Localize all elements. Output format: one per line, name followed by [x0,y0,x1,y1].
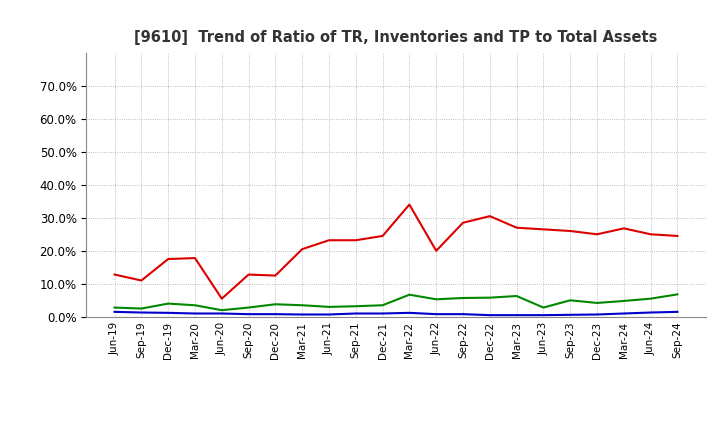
Trade Receivables [459,220,467,225]
Trade Receivables [271,273,279,278]
Inventories [619,311,628,316]
Trade Payables [405,292,414,297]
Inventories [164,310,173,315]
Inventories [191,311,199,316]
Trade Payables [298,303,307,308]
Trade Receivables [164,257,173,262]
Inventories [432,312,441,317]
Inventories [593,312,601,317]
Trade Payables [110,305,119,310]
Inventories [351,311,360,316]
Inventories [566,312,575,317]
Inventories [325,312,333,317]
Inventories [513,312,521,318]
Trade Receivables [485,213,494,219]
Trade Receivables [325,238,333,243]
Inventories [298,312,307,317]
Inventories [110,309,119,315]
Inventories [244,312,253,317]
Trade Payables [378,303,387,308]
Trade Receivables [405,202,414,207]
Trade Receivables [110,272,119,277]
Trade Receivables [378,233,387,238]
Trade Receivables [673,233,682,238]
Trade Receivables [432,248,441,253]
Trade Payables [325,304,333,310]
Line: Inventories: Inventories [114,312,678,315]
Inventories [217,311,226,316]
Inventories [271,312,279,317]
Trade Payables [271,302,279,307]
Trade Receivables [298,246,307,252]
Trade Payables [137,306,145,311]
Inventories [539,312,548,318]
Line: Trade Receivables: Trade Receivables [114,205,678,299]
Trade Receivables [647,231,655,237]
Inventories [405,310,414,315]
Trade Receivables [619,226,628,231]
Trade Payables [647,296,655,301]
Inventories [137,310,145,315]
Trade Payables [164,301,173,306]
Inventories [673,309,682,315]
Trade Receivables [351,238,360,243]
Trade Payables [432,297,441,302]
Trade Payables [673,292,682,297]
Trade Payables [619,298,628,304]
Trade Receivables [539,227,548,232]
Trade Payables [459,295,467,301]
Trade Receivables [244,272,253,277]
Trade Payables [485,295,494,300]
Trade Payables [244,305,253,310]
Trade Payables [351,304,360,309]
Line: Trade Payables: Trade Payables [114,294,678,310]
Inventories [378,311,387,316]
Trade Receivables [217,296,226,301]
Trade Payables [566,297,575,303]
Inventories [647,310,655,315]
Trade Payables [539,305,548,310]
Trade Receivables [593,231,601,237]
Trade Payables [217,308,226,313]
Trade Receivables [513,225,521,231]
Trade Payables [191,303,199,308]
Trade Receivables [191,255,199,260]
Trade Payables [513,293,521,299]
Trade Receivables [566,228,575,234]
Inventories [459,312,467,317]
Title: [9610]  Trend of Ratio of TR, Inventories and TP to Total Assets: [9610] Trend of Ratio of TR, Inventories… [135,29,657,45]
Trade Receivables [137,278,145,283]
Trade Payables [593,300,601,305]
Inventories [485,312,494,318]
